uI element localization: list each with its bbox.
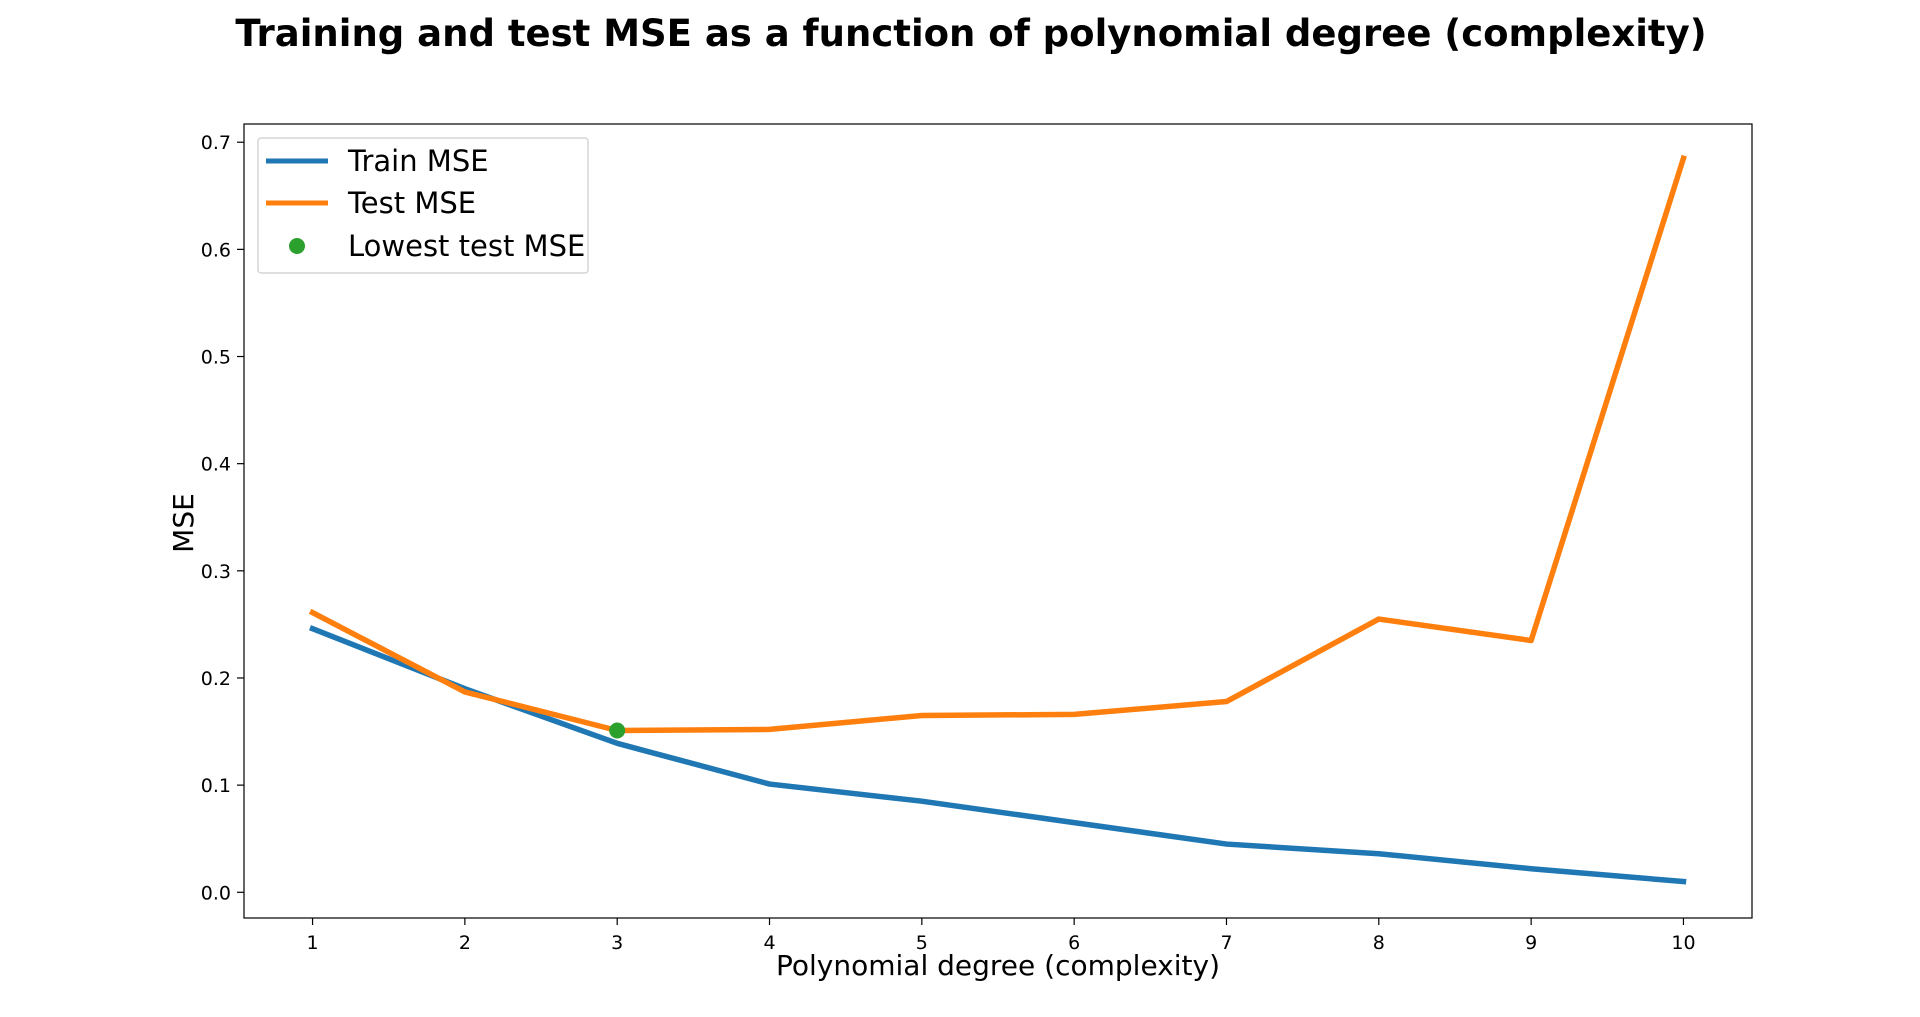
- series-layer: [308, 154, 1687, 885]
- x-axis-label: Polynomial degree (complexity): [776, 949, 1220, 982]
- chart-title: Training and test MSE as a function of p…: [235, 12, 1706, 55]
- lowest-test-mse-marker: [609, 722, 626, 739]
- x-tick-label: 4: [763, 932, 775, 954]
- x-tick-label: 1: [306, 932, 318, 954]
- legend-label-test-mse: Test MSE: [347, 186, 476, 220]
- y-tick-label: 0.0: [201, 882, 231, 904]
- x-tick-label: 6: [1068, 932, 1080, 954]
- legend-swatch-lowest-test-mse: [289, 238, 305, 254]
- y-tick-label: 0.3: [201, 561, 231, 583]
- legend-box: [257, 137, 589, 274]
- legend: Train MSE Test MSE Lowest test MSE: [257, 137, 589, 274]
- x-tick-label: 8: [1373, 932, 1385, 954]
- y-tick-label: 0.5: [201, 347, 231, 369]
- x-tick-label: 7: [1220, 932, 1232, 954]
- y-axis-label: MSE: [167, 493, 200, 553]
- series-line-train-mse: [308, 625, 1687, 885]
- x-axis: 1 2 3 4 5 6 7 8 9 10: [306, 918, 1696, 954]
- x-tick-label: 10: [1671, 932, 1695, 954]
- x-tick-label: 5: [916, 932, 928, 954]
- y-tick-label: 0.6: [201, 239, 231, 261]
- x-tick-label: 3: [611, 932, 623, 954]
- series-line-test-mse: [308, 154, 1687, 734]
- x-tick-label: 2: [459, 932, 471, 954]
- legend-label-train-mse: Train MSE: [347, 144, 489, 178]
- y-tick-label: 0.4: [201, 454, 231, 476]
- y-tick-label: 0.1: [201, 775, 231, 797]
- y-axis: 0.0 0.1 0.2 0.3 0.4 0.5 0.6 0.7: [201, 132, 244, 904]
- x-tick-label: 9: [1525, 932, 1537, 954]
- y-tick-label: 0.7: [201, 132, 231, 154]
- y-tick-label: 0.2: [201, 668, 231, 690]
- legend-label-lowest-test-mse: Lowest test MSE: [348, 229, 585, 263]
